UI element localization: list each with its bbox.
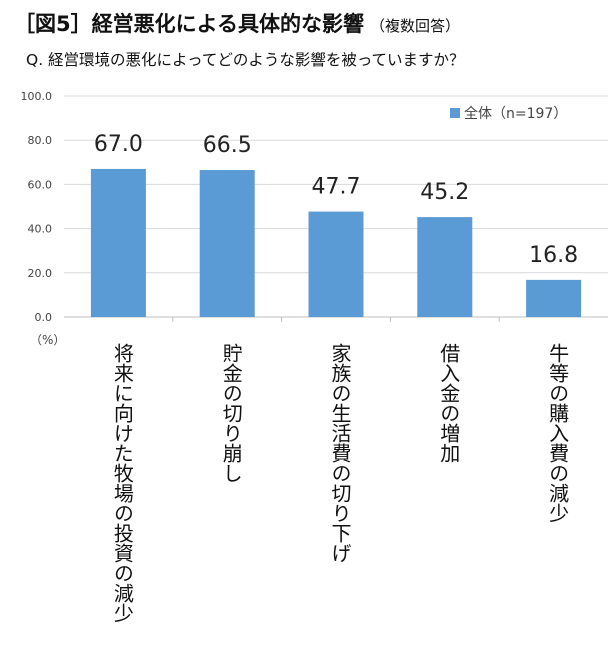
- y-tick-label: 20.0: [28, 267, 53, 280]
- legend-label: 全体（n=197）: [464, 105, 567, 122]
- legend-swatch: [450, 108, 460, 118]
- y-unit-label: （%）: [30, 333, 65, 347]
- bar: [526, 279, 582, 317]
- y-tick-label: 100.0: [21, 90, 53, 103]
- data-label: 67.0: [94, 132, 143, 157]
- category-label: 家族の生活費の切り下げ: [328, 343, 352, 563]
- category-label: 牛等の購入費の減少: [546, 343, 570, 523]
- y-tick-label: 80.0: [28, 134, 53, 147]
- bar: [90, 168, 146, 317]
- data-label: 47.7: [312, 175, 361, 200]
- bar: [417, 217, 473, 317]
- chart-title: ［図5］経営悪化による具体的な影響 （複数回答）: [14, 8, 460, 38]
- bar: [308, 211, 364, 317]
- chart-title-note: （複数回答）: [369, 17, 460, 35]
- data-label: 45.2: [420, 180, 469, 205]
- y-tick-label: 60.0: [28, 178, 53, 191]
- chart-title-text: ［図5］経営悪化による具体的な影響: [14, 12, 364, 36]
- data-label: 66.5: [203, 133, 252, 158]
- y-tick-label: 0.0: [35, 311, 53, 324]
- category-label: 貯金の切り崩し: [219, 343, 243, 483]
- category-label: 借入金の増加: [437, 343, 461, 463]
- data-label: 16.8: [529, 243, 578, 268]
- category-label: 将来に向けた牧場の投資の減少: [110, 343, 134, 623]
- chart-question: Q. 経営環境の悪化によってどのような影響を被っていますか？: [26, 51, 465, 69]
- y-tick-label: 40.0: [28, 223, 53, 236]
- bar: [199, 170, 255, 317]
